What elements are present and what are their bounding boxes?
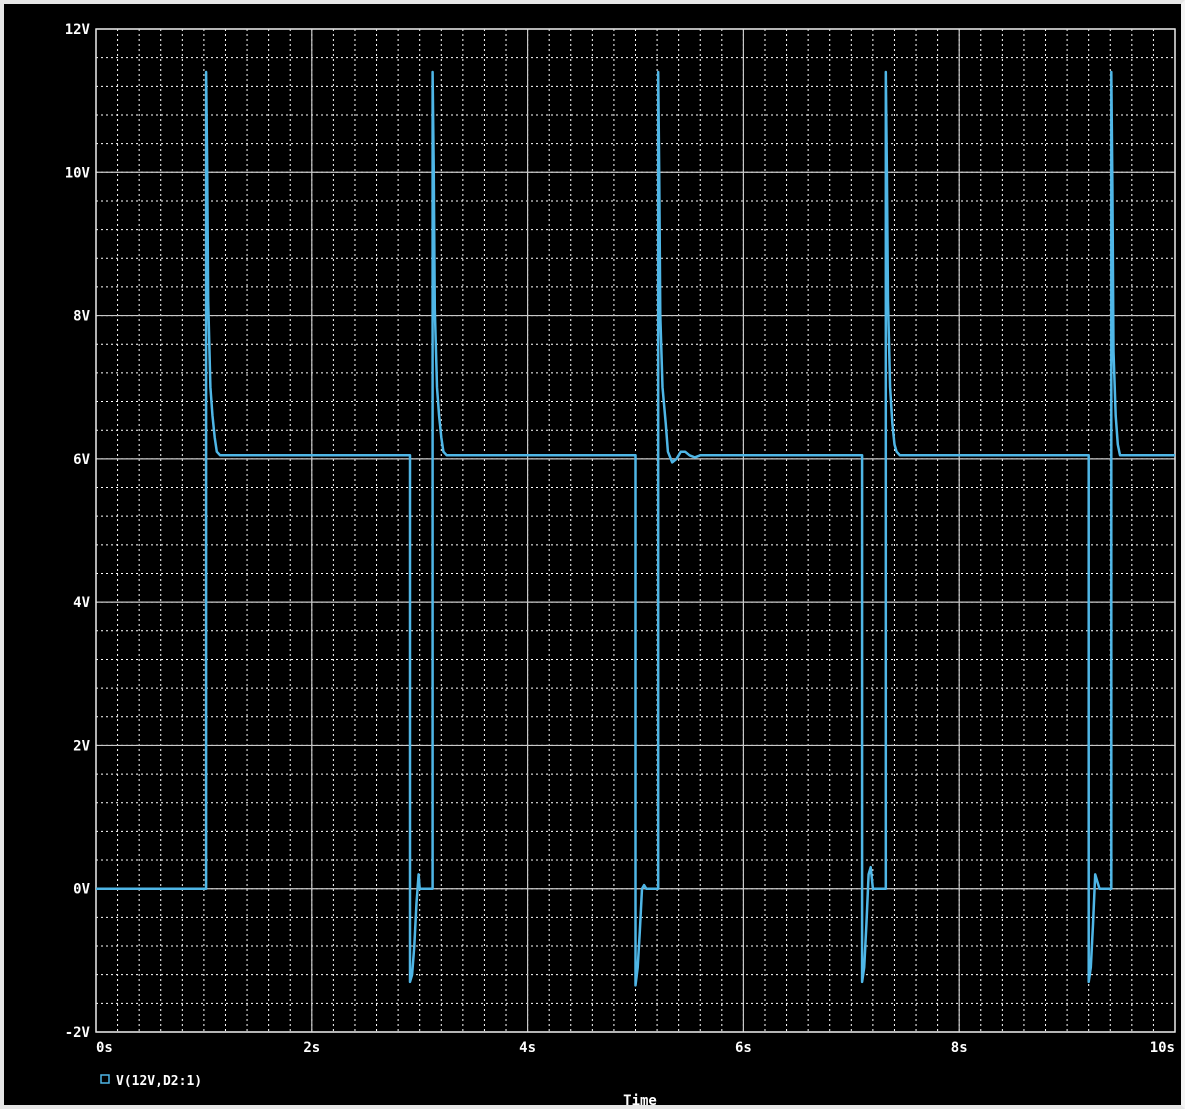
x-axis-label: Time [623, 1093, 657, 1109]
x-tick-label: 4s [519, 1040, 536, 1056]
x-tick-label: 8s [951, 1040, 968, 1056]
series-line [96, 70, 1175, 987]
x-tick-label: 6s [735, 1040, 752, 1056]
plot-border [95, 28, 1176, 1033]
x-tick-label: 10s [1150, 1040, 1175, 1056]
y-tick-label: 4V [73, 595, 90, 611]
tick-labels: 0s 2s 4s 6s 8s 10s -2V 0V 2V 4V 6V 8V 10V 12V [65, 22, 1175, 1056]
waveform-plot: 0s 2s 4s 6s 8s 10s -2V 0V 2V 4V 6V 8V 10V 12V V(12V,D… [65, 22, 1176, 1109]
legend-marker[interactable] [100, 1074, 110, 1084]
x-tick-label: 2s [303, 1040, 320, 1056]
y-tick-label: 8V [73, 309, 90, 325]
x-tick-label: 0s [96, 1040, 113, 1056]
y-tick-label: 2V [73, 738, 90, 754]
y-tick-label: 10V [65, 165, 91, 181]
grid [95, 28, 1176, 1033]
y-tick-label: 12V [65, 22, 91, 38]
y-tick-label: -2V [65, 1025, 91, 1041]
y-tick-label: 0V [73, 882, 90, 898]
y-tick-label: 6V [73, 452, 90, 468]
legend-label[interactable]: V(12V,D2:1) [116, 1074, 202, 1089]
